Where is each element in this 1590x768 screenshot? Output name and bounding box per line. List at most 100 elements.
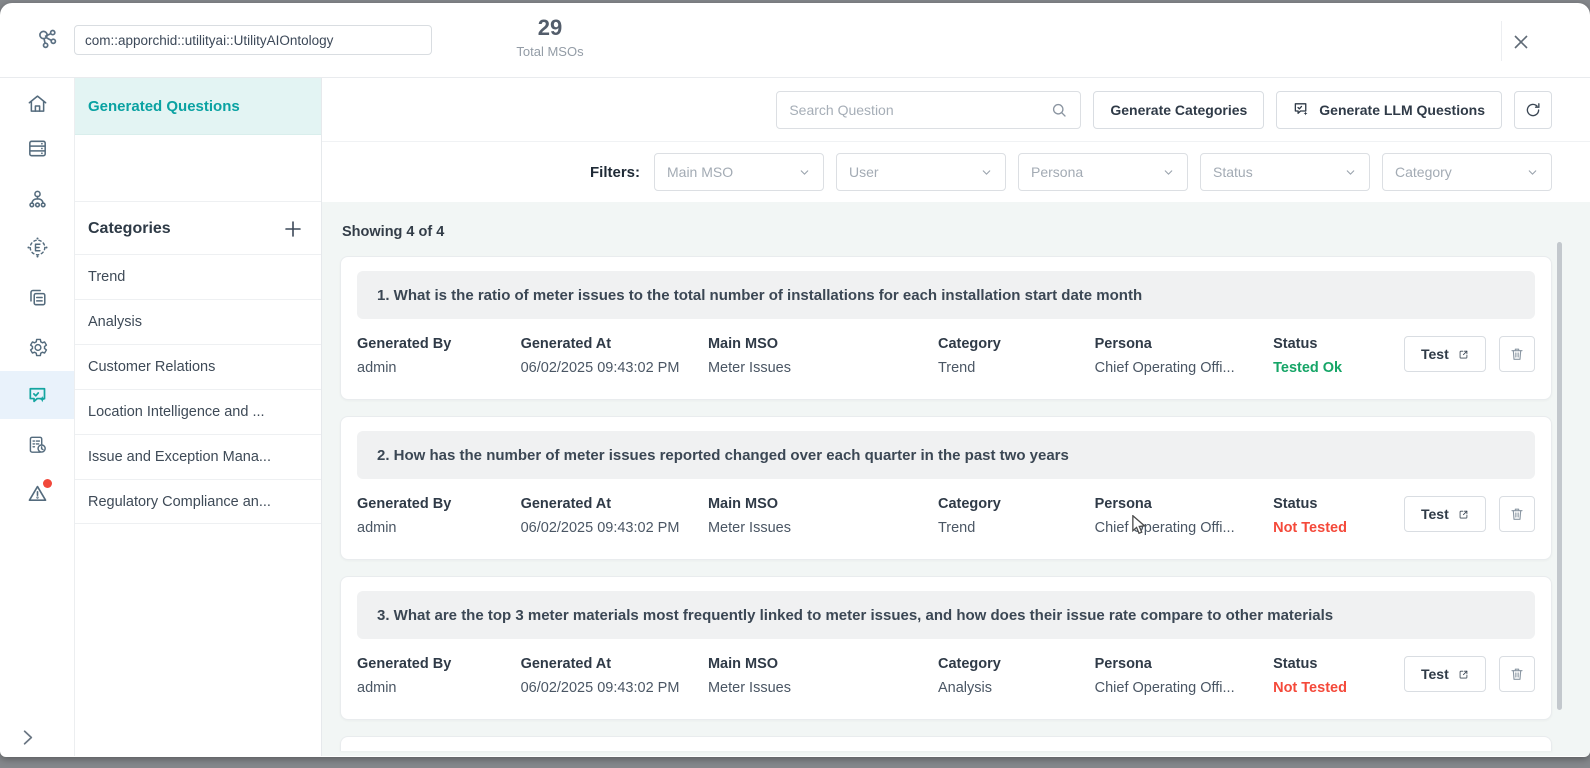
total-msos-count: 29 bbox=[537, 15, 563, 40]
question-text: 1. What is the ratio of meter issues to … bbox=[357, 271, 1535, 319]
question-meta-row: Generated By admin Generated At 06/02/2025… bbox=[357, 493, 1535, 541]
generated-at-label: Generated At bbox=[520, 496, 612, 512]
nav-settings-gear-icon[interactable] bbox=[0, 323, 74, 371]
app-window: 29 Total MSOs bbox=[0, 3, 1590, 757]
filters-row: Filters: Main MSO User Persona Status bbox=[322, 142, 1590, 202]
sidebar-expand-chevron-icon[interactable] bbox=[16, 726, 40, 750]
main-mso-value: Meter Issues bbox=[707, 520, 791, 536]
test-button[interactable]: Test bbox=[1404, 496, 1486, 532]
status-value: Not Tested bbox=[1273, 520, 1347, 536]
tab-generated-questions-label: Generated Questions bbox=[88, 97, 240, 115]
ontology-graph-icon bbox=[34, 27, 60, 53]
question-card: 1. What is the ratio of meter issues to … bbox=[340, 256, 1552, 400]
question-text: 3. What are the top 3 meter materials mo… bbox=[357, 591, 1535, 639]
nav-generated-questions-icon[interactable] bbox=[0, 371, 74, 419]
category-label: Customer Relations bbox=[88, 359, 216, 375]
category-label: Category bbox=[937, 496, 1001, 512]
search-input[interactable] bbox=[789, 101, 1051, 118]
test-button-label: Test bbox=[1421, 506, 1449, 522]
persona-value: Chief Operating Offi... bbox=[1094, 360, 1235, 376]
status-value: Tested Ok bbox=[1273, 360, 1343, 376]
nav-report-schedule-icon[interactable] bbox=[0, 420, 74, 468]
search-box bbox=[776, 90, 1082, 129]
add-category-icon[interactable] bbox=[283, 218, 305, 240]
nav-copy-icon[interactable] bbox=[0, 273, 74, 321]
persona-value: Chief Operating Offi... bbox=[1094, 680, 1235, 696]
category-item-location-intelligence[interactable]: Location Intelligence and ... bbox=[75, 389, 321, 434]
question-card-partial bbox=[340, 736, 1552, 751]
nav-hierarchy-icon[interactable] bbox=[0, 175, 74, 223]
filter-main-mso-dropdown[interactable]: Main MSO bbox=[654, 153, 824, 191]
chevron-down-icon bbox=[982, 169, 991, 175]
external-link-icon bbox=[1459, 670, 1468, 678]
main-mso-label: Main MSO bbox=[707, 496, 779, 512]
nav-alerts-icon[interactable] bbox=[0, 469, 74, 517]
close-icon[interactable] bbox=[1506, 27, 1536, 57]
delete-icon[interactable] bbox=[1499, 336, 1535, 372]
main-mso-value: Meter Issues bbox=[707, 680, 791, 696]
category-label: Issue and Exception Mana... bbox=[88, 449, 271, 465]
generated-at-label: Generated At bbox=[520, 656, 612, 672]
category-value: Trend bbox=[937, 520, 976, 536]
chevron-down-icon bbox=[1528, 169, 1537, 175]
category-item-regulatory-compliance[interactable]: Regulatory Compliance an... bbox=[75, 479, 321, 524]
nav-data-tables-icon[interactable] bbox=[0, 124, 74, 172]
total-msos-label: Total MSOs bbox=[516, 44, 584, 59]
question-card: 2. How has the number of meter issues re… bbox=[340, 416, 1552, 560]
filter-status-dropdown[interactable]: Status bbox=[1200, 153, 1370, 191]
refresh-icon[interactable] bbox=[1514, 90, 1552, 129]
category-label: Category bbox=[937, 656, 1001, 672]
chat-gear-icon bbox=[1294, 103, 1308, 116]
category-label: Trend bbox=[88, 269, 126, 285]
tab-generated-questions[interactable]: Generated Questions bbox=[75, 78, 321, 135]
question-meta-row: Generated By admin Generated At 06/02/2025… bbox=[357, 653, 1535, 701]
external-link-icon bbox=[1459, 350, 1468, 358]
search-icon bbox=[1053, 103, 1067, 117]
persona-label: Persona bbox=[1094, 656, 1152, 672]
status-value: Not Tested bbox=[1273, 680, 1347, 696]
generated-by-label: Generated By bbox=[357, 656, 452, 672]
generated-at-value: 06/02/2025 09:43:02 PM bbox=[520, 680, 680, 696]
persona-label: Persona bbox=[1094, 496, 1152, 512]
filter-user-dropdown[interactable]: User bbox=[836, 153, 1006, 191]
category-value: Trend bbox=[937, 360, 976, 376]
category-item-issue-exception[interactable]: Issue and Exception Mana... bbox=[75, 434, 321, 479]
categories-header: Categories bbox=[75, 202, 321, 254]
topbar-divider bbox=[1501, 21, 1502, 61]
vertical-scrollbar[interactable] bbox=[1557, 242, 1562, 710]
main-content: Generate Categories Generate LLM Questio… bbox=[322, 78, 1590, 756]
filters-label: Filters: bbox=[589, 163, 640, 181]
category-item-analysis[interactable]: Analysis bbox=[75, 299, 321, 344]
main-toolbar: Generate Categories Generate LLM Questio… bbox=[322, 78, 1590, 142]
question-meta-row: Generated By admin Generated At 06/02/2025… bbox=[357, 333, 1535, 381]
test-button[interactable]: Test bbox=[1404, 656, 1486, 692]
generate-categories-button[interactable]: Generate Categories bbox=[1093, 90, 1265, 129]
category-item-customer-relations[interactable]: Customer Relations bbox=[75, 344, 321, 389]
filter-persona-value: Persona bbox=[1031, 164, 1084, 180]
filter-main-mso-value: Main MSO bbox=[667, 164, 734, 180]
category-item-trend[interactable]: Trend bbox=[75, 254, 321, 299]
main-mso-label: Main MSO bbox=[707, 656, 779, 672]
delete-icon[interactable] bbox=[1499, 496, 1535, 532]
total-msos-stat: 29 Total MSOs bbox=[502, 15, 598, 59]
generated-by-label: Generated By bbox=[357, 336, 452, 352]
questions-list: Showing 4 of 4 1. What is the ratio of m… bbox=[322, 202, 1590, 756]
generated-at-value: 06/02/2025 09:43:02 PM bbox=[520, 520, 680, 536]
filter-category-dropdown[interactable]: Category bbox=[1382, 153, 1552, 191]
test-button[interactable]: Test bbox=[1404, 336, 1486, 372]
chevron-down-icon bbox=[1346, 169, 1355, 175]
filter-persona-dropdown[interactable]: Persona bbox=[1018, 153, 1188, 191]
chevron-down-icon bbox=[1164, 169, 1173, 175]
generate-llm-questions-button[interactable]: Generate LLM Questions bbox=[1276, 90, 1502, 129]
categories-title: Categories bbox=[88, 220, 171, 237]
nav-home-icon[interactable] bbox=[0, 79, 74, 127]
alert-badge-dot bbox=[43, 479, 52, 488]
delete-icon[interactable] bbox=[1499, 656, 1535, 692]
nav-entity-icon[interactable] bbox=[0, 223, 74, 271]
filter-user-value: User bbox=[849, 164, 879, 180]
status-label: Status bbox=[1273, 496, 1318, 512]
ontology-name-input[interactable] bbox=[74, 25, 432, 55]
question-text: 2. How has the number of meter issues re… bbox=[357, 431, 1535, 479]
main-mso-label: Main MSO bbox=[707, 336, 779, 352]
generated-by-value: admin bbox=[357, 520, 397, 536]
